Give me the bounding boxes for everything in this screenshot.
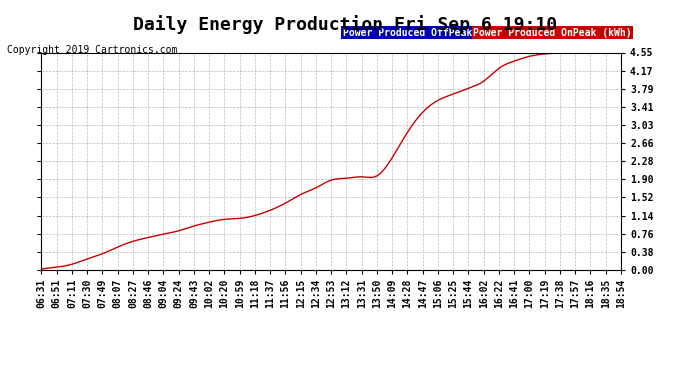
Text: Power Produced OffPeak (kWh): Power Produced OffPeak (kWh) bbox=[343, 28, 507, 38]
Text: Power Produced OnPeak (kWh): Power Produced OnPeak (kWh) bbox=[473, 28, 632, 38]
Text: Copyright 2019 Cartronics.com: Copyright 2019 Cartronics.com bbox=[7, 45, 177, 55]
Text: Daily Energy Production Fri Sep 6 19:10: Daily Energy Production Fri Sep 6 19:10 bbox=[133, 15, 557, 34]
